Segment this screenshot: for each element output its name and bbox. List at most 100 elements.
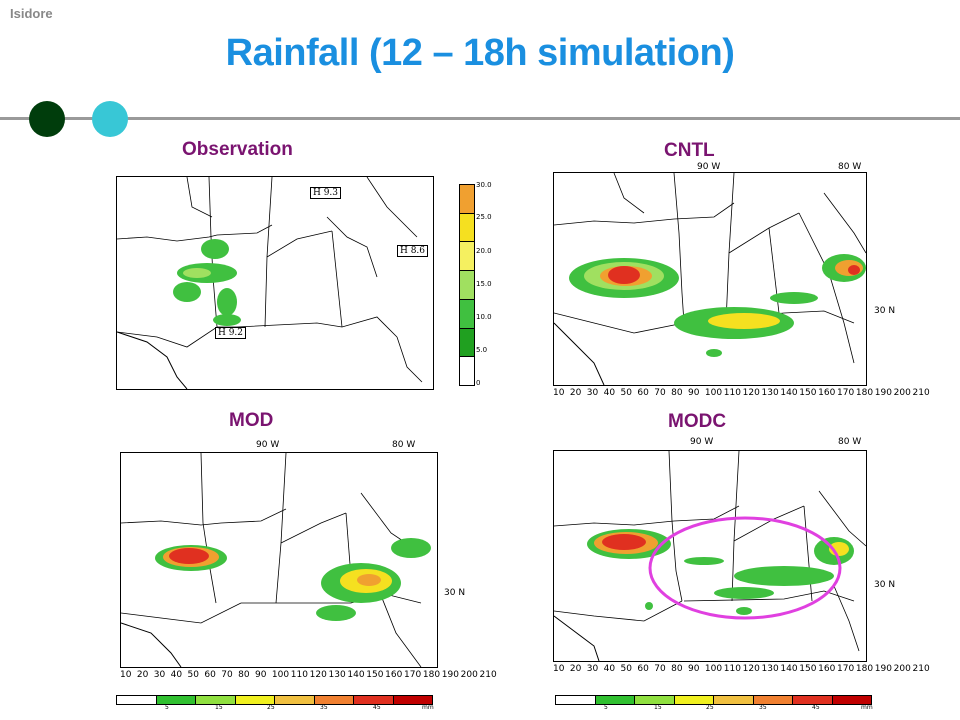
x-tick: 130	[761, 388, 779, 398]
x-tick: 90	[688, 388, 700, 398]
mod-lat30-label: 30 N	[444, 588, 466, 598]
x-tick: 180	[855, 388, 874, 398]
x-tick: 20	[569, 388, 582, 398]
mod-map	[120, 452, 438, 668]
x-tick: 190	[874, 388, 892, 398]
x-tick: 190	[874, 664, 892, 674]
x-tick: 100	[271, 670, 290, 680]
x-tick: 150	[799, 664, 817, 674]
obs-cb-label: 15.0	[476, 280, 492, 288]
cntl-lon90-label: 90 W	[697, 162, 721, 172]
obs-cb-label: 10.0	[476, 313, 492, 321]
label-cntl: CNTL	[664, 140, 715, 161]
x-tick: 80	[671, 664, 683, 674]
x-tick: 50	[620, 388, 632, 398]
mod-cb-label: 25	[267, 704, 275, 711]
label-modc: MODC	[668, 411, 727, 432]
label-mod: MOD	[229, 410, 274, 431]
x-tick: 30	[153, 670, 166, 680]
modc-cb-label: 15	[654, 704, 662, 711]
x-tick: 100	[704, 664, 723, 674]
x-tick: 200	[460, 670, 478, 680]
x-tick: 160	[818, 664, 836, 674]
x-tick: 10	[553, 664, 565, 674]
mod-cb-label: 15	[215, 704, 223, 711]
x-tick: 40	[603, 388, 616, 398]
x-tick: 80	[238, 670, 250, 680]
title-rule	[0, 117, 960, 120]
x-tick: 100	[704, 388, 723, 398]
x-tick: 20	[136, 670, 149, 680]
h-box-3: H 9.2	[215, 327, 247, 339]
cntl-x-ticks: 10 20 30 40 50 60 70 80 90 100 110 120 1…	[553, 388, 930, 398]
x-tick: 150	[799, 388, 817, 398]
x-tick: 40	[603, 664, 616, 674]
modc-x-ticks: 10 20 30 40 50 60 70 80 90 100 110 120 1…	[553, 664, 930, 674]
modc-lon90-label: 90 W	[690, 437, 714, 447]
modc-colorbar	[555, 695, 872, 705]
x-tick: 200	[893, 664, 911, 674]
mod-cb-unit: mm	[422, 704, 434, 711]
mod-colorbar	[116, 695, 433, 705]
mod-lon90-label: 90 W	[256, 440, 280, 450]
x-tick: 70	[654, 388, 666, 398]
x-tick: 130	[761, 664, 779, 674]
x-tick: 60	[204, 670, 216, 680]
x-tick: 120	[742, 664, 760, 674]
x-tick: 50	[620, 664, 632, 674]
slide-title: Rainfall (12 – 18h simulation)	[225, 32, 735, 74]
x-tick: 60	[637, 388, 649, 398]
x-tick: 50	[187, 670, 199, 680]
x-tick: 180	[422, 670, 441, 680]
cntl-map	[553, 172, 867, 386]
x-tick: 160	[818, 388, 836, 398]
modc-lon80-label: 80 W	[838, 437, 862, 447]
observation-map: H 9.3 H 8.6 H 9.2	[116, 176, 434, 390]
x-tick: 120	[309, 670, 327, 680]
x-tick: 110	[723, 664, 741, 674]
x-tick: 30	[586, 388, 599, 398]
x-tick: 130	[328, 670, 346, 680]
x-tick: 110	[290, 670, 308, 680]
mod-lon80-label: 80 W	[392, 440, 416, 450]
obs-cb-label: 30.0	[476, 181, 492, 189]
x-tick: 210	[912, 388, 930, 398]
x-tick: 60	[637, 664, 649, 674]
x-tick: 20	[569, 664, 582, 674]
x-tick: 210	[912, 664, 930, 674]
x-tick: 170	[837, 388, 855, 398]
obs-cb-label: 20.0	[476, 247, 492, 255]
dark-green-dot	[29, 101, 65, 137]
modc-cb-label: 45	[812, 704, 820, 711]
x-tick: 120	[742, 388, 760, 398]
x-tick: 10	[553, 388, 565, 398]
h-box-1: H 9.3	[310, 187, 342, 199]
x-tick: 160	[385, 670, 403, 680]
mod-cb-label: 45	[373, 704, 381, 711]
obs-cb-label: 5.0	[476, 346, 488, 354]
x-tick: 170	[837, 664, 855, 674]
modc-lat30-label: 30 N	[874, 580, 896, 590]
modc-cb-unit: mm	[861, 704, 873, 711]
x-tick: 70	[221, 670, 233, 680]
x-tick: 140	[780, 388, 798, 398]
x-tick: 10	[120, 670, 132, 680]
x-tick: 110	[723, 388, 741, 398]
x-tick: 90	[255, 670, 267, 680]
x-tick: 70	[654, 664, 666, 674]
x-tick: 140	[347, 670, 365, 680]
cyan-dot	[92, 101, 128, 137]
mod-x-ticks: 10 20 30 40 50 60 70 80 90 100 110 120 1…	[120, 670, 497, 680]
modc-cb-label: 25	[706, 704, 714, 711]
x-tick: 210	[479, 670, 497, 680]
corner-label: Isidore	[10, 6, 53, 21]
modc-cb-label: 5	[604, 704, 608, 711]
modc-cb-label: 35	[759, 704, 767, 711]
mod-cb-label: 35	[320, 704, 328, 711]
x-tick: 40	[170, 670, 183, 680]
cntl-lon80-label: 80 W	[838, 162, 862, 172]
x-tick: 170	[404, 670, 422, 680]
x-tick: 190	[441, 670, 459, 680]
h-box-2: H 8.6	[397, 245, 429, 257]
x-tick: 140	[780, 664, 798, 674]
